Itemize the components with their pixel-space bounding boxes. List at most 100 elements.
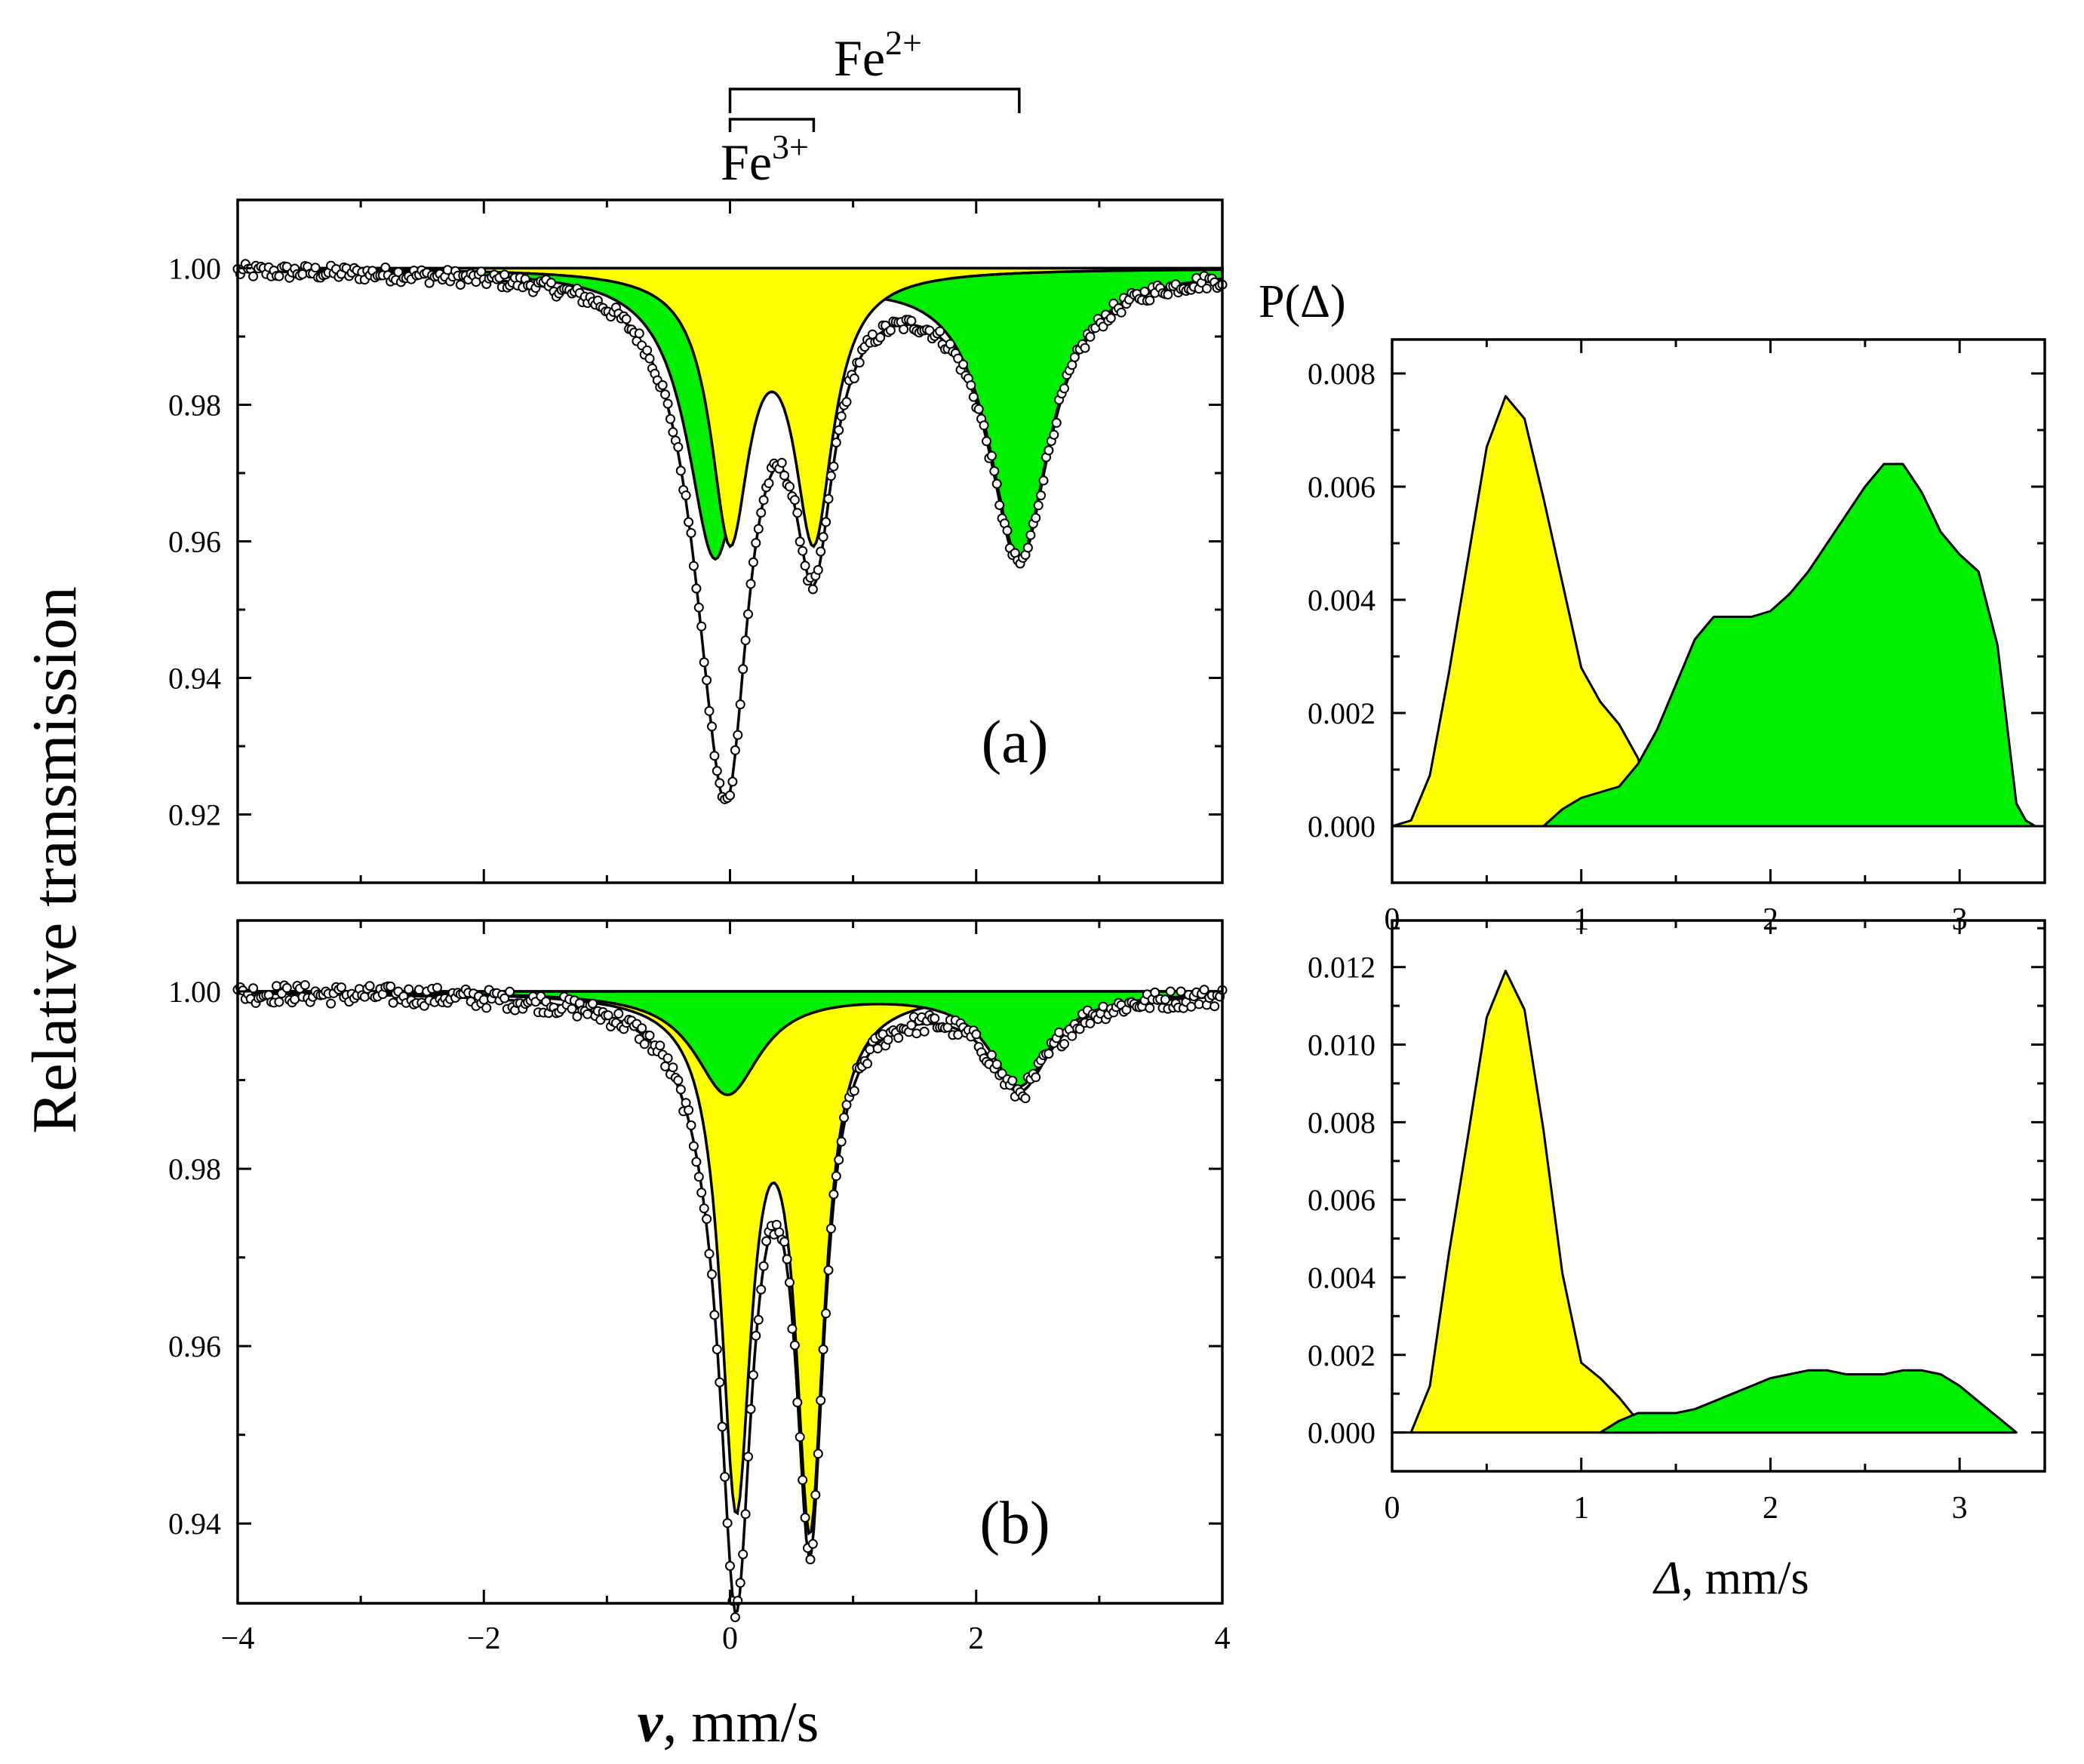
- data-point: [782, 1254, 792, 1265]
- data-point: [745, 579, 756, 589]
- data-point: [696, 1188, 707, 1198]
- data-point: [404, 984, 414, 994]
- data-point: [1116, 307, 1127, 318]
- data-point: [673, 1075, 684, 1086]
- data-point: [986, 450, 997, 461]
- data-point: [642, 345, 653, 355]
- x-tick-label: 4: [1215, 1621, 1231, 1656]
- data-point: [1033, 500, 1044, 511]
- data-point: [248, 271, 259, 281]
- data-point: [821, 517, 831, 527]
- data-point: [281, 982, 292, 993]
- data-point: [966, 380, 976, 391]
- data-point: [665, 413, 675, 424]
- data-point: [776, 457, 787, 468]
- data-point: [792, 508, 803, 518]
- data-point: [1085, 331, 1096, 342]
- x-tick-label: 1: [1573, 1491, 1589, 1526]
- y-tick-label: 0.96: [168, 525, 221, 559]
- data-point: [704, 705, 715, 716]
- experimental-points: [232, 980, 1228, 1622]
- y-tick-label: 0.000: [1308, 1416, 1376, 1450]
- y-tick-label: 1.00: [168, 252, 221, 286]
- data-point: [660, 389, 671, 400]
- data-point: [813, 564, 823, 575]
- data-point: [660, 1061, 671, 1071]
- data-point: [1210, 1001, 1220, 1012]
- data-point: [1163, 289, 1173, 300]
- data-point: [1007, 1075, 1018, 1086]
- data-point: [758, 495, 769, 506]
- data-point: [505, 986, 515, 997]
- data-point: [1199, 985, 1210, 995]
- data-point: [753, 524, 764, 534]
- x-tick-label: 3: [1952, 1491, 1968, 1526]
- plot-frame: [1391, 338, 2046, 884]
- data-point: [1165, 986, 1176, 997]
- data-point: [688, 561, 699, 571]
- data-point: [735, 699, 745, 710]
- data-point: [621, 314, 632, 324]
- data-point: [709, 1310, 720, 1320]
- data-point: [722, 1518, 733, 1529]
- x-tick-label: −4: [221, 1621, 255, 1656]
- fe3-distribution-area: [1391, 395, 1658, 828]
- y-tick-label: 0.006: [1308, 470, 1376, 504]
- data-point: [834, 1154, 844, 1165]
- data-point: [849, 1086, 859, 1096]
- data-point: [1194, 999, 1204, 1010]
- data-point: [862, 1059, 872, 1069]
- data-point: [730, 1612, 740, 1622]
- x-tick-label: −2: [467, 1621, 501, 1656]
- data-point: [740, 1509, 751, 1520]
- data-point: [733, 730, 743, 740]
- data-point: [326, 998, 337, 1009]
- data-point: [779, 470, 790, 481]
- data-point: [1049, 429, 1059, 440]
- data-point: [546, 278, 556, 288]
- data-point: [336, 982, 346, 993]
- data-point: [1038, 475, 1049, 486]
- data-point: [823, 1265, 834, 1275]
- data-point: [968, 392, 979, 402]
- data-point: [885, 325, 896, 336]
- data-point: [1074, 1024, 1085, 1034]
- data-point: [1044, 445, 1054, 456]
- data-point: [756, 1284, 767, 1295]
- data-point: [274, 271, 284, 281]
- data-point: [751, 538, 761, 549]
- data-point: [707, 721, 717, 732]
- data-point: [702, 1214, 712, 1225]
- data-point: [1059, 383, 1069, 394]
- y-tick-label: 0.004: [1308, 583, 1376, 617]
- data-point: [836, 1136, 847, 1147]
- data-point: [823, 493, 834, 504]
- data-point: [634, 328, 644, 339]
- data-point: [795, 1432, 805, 1443]
- y-tick-label: 0.010: [1308, 1028, 1376, 1062]
- data-point: [1098, 321, 1108, 332]
- x-tick-label: 2: [1763, 1491, 1778, 1526]
- data-point: [274, 997, 284, 1007]
- data-point: [681, 490, 691, 501]
- data-point: [893, 1033, 904, 1043]
- data-point: [712, 766, 722, 776]
- data-point: [1051, 417, 1062, 428]
- x-tick-label: 2: [968, 1621, 984, 1656]
- y-tick-label: 0.96: [168, 1329, 221, 1363]
- data-point: [1025, 530, 1036, 540]
- data-point: [807, 1538, 818, 1549]
- fe2-distribution-area: [1599, 1369, 2018, 1434]
- x-tick-label: 0: [1385, 1491, 1400, 1526]
- data-point: [825, 471, 836, 481]
- data-point: [1031, 512, 1041, 523]
- data-point: [919, 1026, 930, 1037]
- panel-label: (a): [982, 709, 1049, 776]
- data-point: [753, 1314, 764, 1325]
- data-point: [688, 1141, 699, 1151]
- data-point: [567, 1003, 577, 1014]
- data-point: [639, 1039, 650, 1049]
- y-tick-label: 0.006: [1308, 1183, 1376, 1217]
- y-tick-label: 0.000: [1308, 810, 1376, 844]
